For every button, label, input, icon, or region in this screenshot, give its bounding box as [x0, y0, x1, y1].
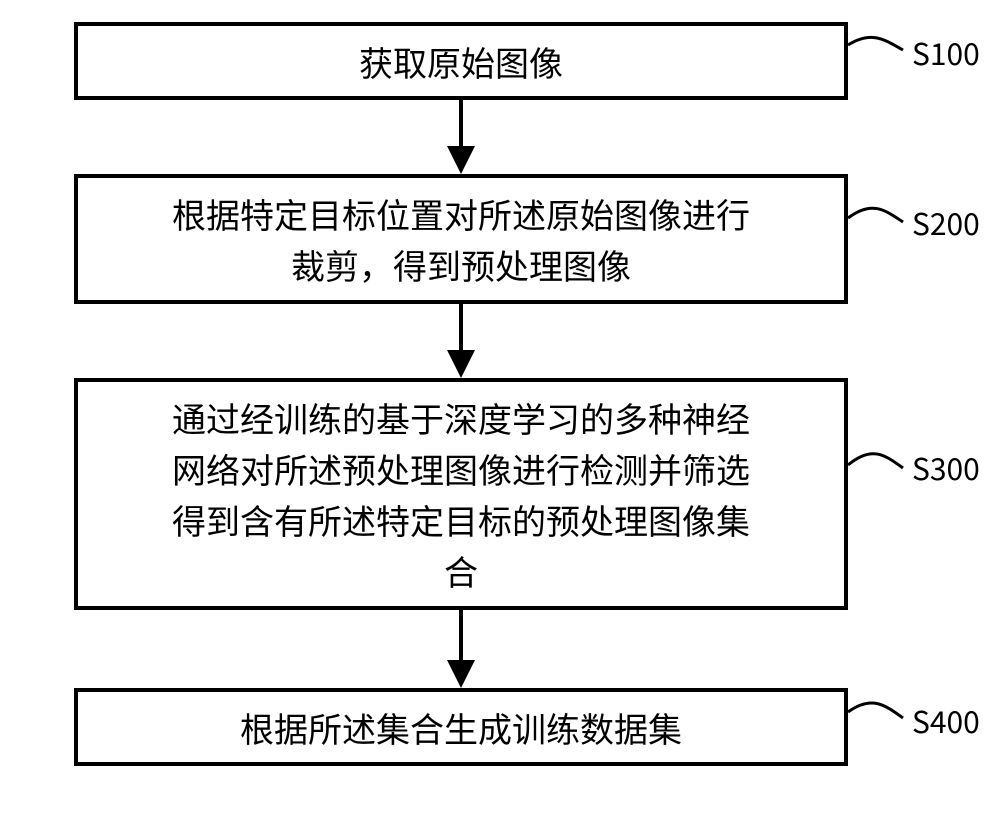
step-text-s100: 获取原始图像 [359, 36, 563, 87]
step-box-s400: 根据所述集合生成训练数据集 [74, 688, 848, 766]
step-text-s200: 根据特定目标位置对所述原始图像进行 裁剪，得到预处理图像 [172, 188, 750, 290]
step-box-s100: 获取原始图像 [74, 22, 848, 100]
flowchart-canvas: 获取原始图像 S100 根据特定目标位置对所述原始图像进行 裁剪，得到预处理图像 S2… [0, 0, 1000, 814]
step-label-s300: S300 [912, 445, 980, 489]
step-box-s300: 通过经训练的基于深度学习的多种神经 网络对所述预处理图像进行检测并筛选 得到含有… [74, 378, 848, 610]
step-label-s200: S200 [912, 200, 980, 244]
step-label-s100: S100 [912, 30, 980, 74]
step-box-s200: 根据特定目标位置对所述原始图像进行 裁剪，得到预处理图像 [74, 174, 848, 304]
step-label-s400: S400 [912, 698, 980, 742]
step-text-s300: 通过经训练的基于深度学习的多种神经 网络对所述预处理图像进行检测并筛选 得到含有… [172, 392, 750, 596]
step-text-s400: 根据所述集合生成训练数据集 [240, 702, 682, 753]
